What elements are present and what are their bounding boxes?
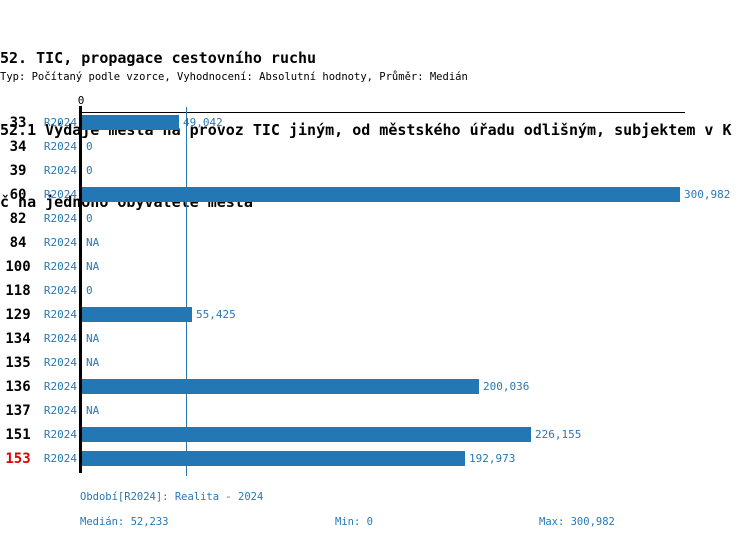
value-label: 192,973 — [469, 452, 516, 465]
value-bar — [82, 451, 465, 466]
value-label: NA — [86, 332, 100, 345]
value-bar — [82, 427, 531, 442]
value-label: NA — [86, 236, 100, 249]
axis-horizontal-line — [81, 112, 685, 113]
period-legend: Období[R2024]: Realita - 2024 — [80, 491, 264, 503]
value-label: 300,982 — [684, 188, 731, 201]
value-label: 226,155 — [535, 428, 582, 441]
period-label: R2024 — [43, 356, 77, 369]
median-stat: Medián: 52,233 — [80, 516, 169, 528]
row-number-label: 153 — [5, 451, 31, 467]
period-label: R2024 — [43, 260, 77, 273]
value-bar — [82, 307, 192, 322]
row-number-label: 100 — [5, 259, 31, 275]
period-label: R2024 — [43, 404, 77, 417]
value-bar — [82, 115, 179, 130]
row-number-label: 82 — [9, 211, 27, 227]
row-number-label: 134 — [5, 331, 31, 347]
axis-zero-label: 0 — [77, 94, 85, 107]
min-stat: Min: 0 — [335, 516, 373, 528]
row-number-label: 136 — [5, 379, 31, 395]
value-label: 0 — [86, 140, 93, 153]
value-label: NA — [86, 404, 100, 417]
row-number-label: 135 — [5, 355, 31, 371]
value-label: 0 — [86, 164, 93, 177]
period-label: R2024 — [43, 188, 77, 201]
period-label: R2024 — [43, 284, 77, 297]
chart-meta-line: Typ: Počítaný podle vzorce, Vyhodnocení:… — [0, 71, 468, 83]
period-label: R2024 — [43, 308, 77, 321]
period-label: R2024 — [43, 236, 77, 249]
row-number-label: 60 — [9, 187, 27, 203]
median-line — [186, 107, 187, 476]
value-label: 55,425 — [196, 308, 236, 321]
value-label: NA — [86, 356, 100, 369]
value-label: NA — [86, 260, 100, 273]
row-number-label: 84 — [9, 235, 27, 251]
row-number-label: 34 — [9, 139, 27, 155]
row-number-label: 33 — [9, 115, 27, 131]
title-line-1: 52. TIC, propagace cestovního ruchu — [0, 49, 317, 67]
value-label: 200,036 — [483, 380, 530, 393]
row-number-label: 137 — [5, 403, 31, 419]
period-label: R2024 — [43, 140, 77, 153]
period-label: R2024 — [43, 380, 77, 393]
period-label: R2024 — [43, 116, 77, 129]
value-label: 49,042 — [183, 116, 223, 129]
row-number-label: 151 — [5, 427, 31, 443]
row-number-label: 118 — [5, 283, 31, 299]
value-bar — [82, 379, 479, 394]
period-label: R2024 — [43, 452, 77, 465]
value-label: 0 — [86, 212, 93, 225]
period-label: R2024 — [43, 212, 77, 225]
value-bar — [82, 187, 680, 202]
value-label: 0 — [86, 284, 93, 297]
row-number-label: 129 — [5, 307, 31, 323]
period-label: R2024 — [43, 428, 77, 441]
period-label: R2024 — [43, 332, 77, 345]
period-label: R2024 — [43, 164, 77, 177]
row-number-label: 39 — [9, 163, 27, 179]
axis-vertical-line — [79, 106, 82, 473]
max-stat: Max: 300,982 — [539, 516, 615, 528]
